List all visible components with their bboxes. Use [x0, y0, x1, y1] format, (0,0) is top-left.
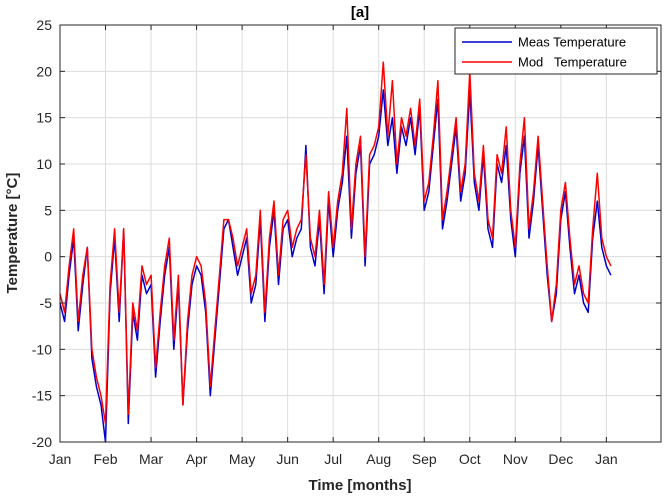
x-tick-label: Nov: [503, 451, 528, 467]
y-tick-label: 10: [36, 156, 52, 172]
y-tick-label: 15: [36, 110, 52, 126]
x-tick-label: Jun: [276, 451, 299, 467]
x-tick-label: Feb: [93, 451, 117, 467]
plot-area: [60, 25, 661, 442]
y-tick-label: 0: [44, 249, 52, 265]
x-tick-label: May: [229, 451, 255, 467]
plot-frame: [59, 24, 662, 443]
series-line-mod-temperature: [59, 61, 612, 425]
x-tick-label: Oct: [459, 451, 481, 467]
y-tick-label: -20: [32, 434, 52, 450]
chart-title: [a]: [351, 4, 369, 21]
y-tick-label: -5: [40, 295, 53, 311]
x-tick-label: Jan: [49, 451, 72, 467]
y-tick-label: -15: [32, 388, 52, 404]
x-tick-label: Dec: [548, 451, 573, 467]
x-tick-label: Jan: [595, 451, 618, 467]
y-tick-label: 25: [36, 17, 52, 33]
x-tick-label: Apr: [186, 451, 208, 467]
y-tick-label: 20: [36, 63, 52, 79]
legend-label-mod: Mod Temperature: [518, 55, 627, 70]
legend-label-meas: Meas Temperature: [518, 35, 626, 50]
ticks: -20 -15 -10 -5 0 5 10 15 20 25 Jan Feb Mar Apr May Jun J…: [32, 17, 661, 467]
y-tick-label: -10: [32, 341, 52, 357]
x-tick-label: Jul: [324, 451, 342, 467]
legend-box: [454, 27, 658, 75]
x-axis-title: Time [months]: [308, 477, 411, 494]
legend: Meas Temperature Mod Temperature: [454, 27, 658, 75]
x-tick-label: Mar: [139, 451, 163, 467]
x-tick-label: Sep: [412, 451, 437, 467]
y-tick-label: 5: [44, 202, 52, 218]
x-tick-label: Aug: [366, 451, 391, 467]
series-layer: [59, 61, 612, 443]
y-axis-title: Temperature [°C]: [4, 173, 21, 294]
